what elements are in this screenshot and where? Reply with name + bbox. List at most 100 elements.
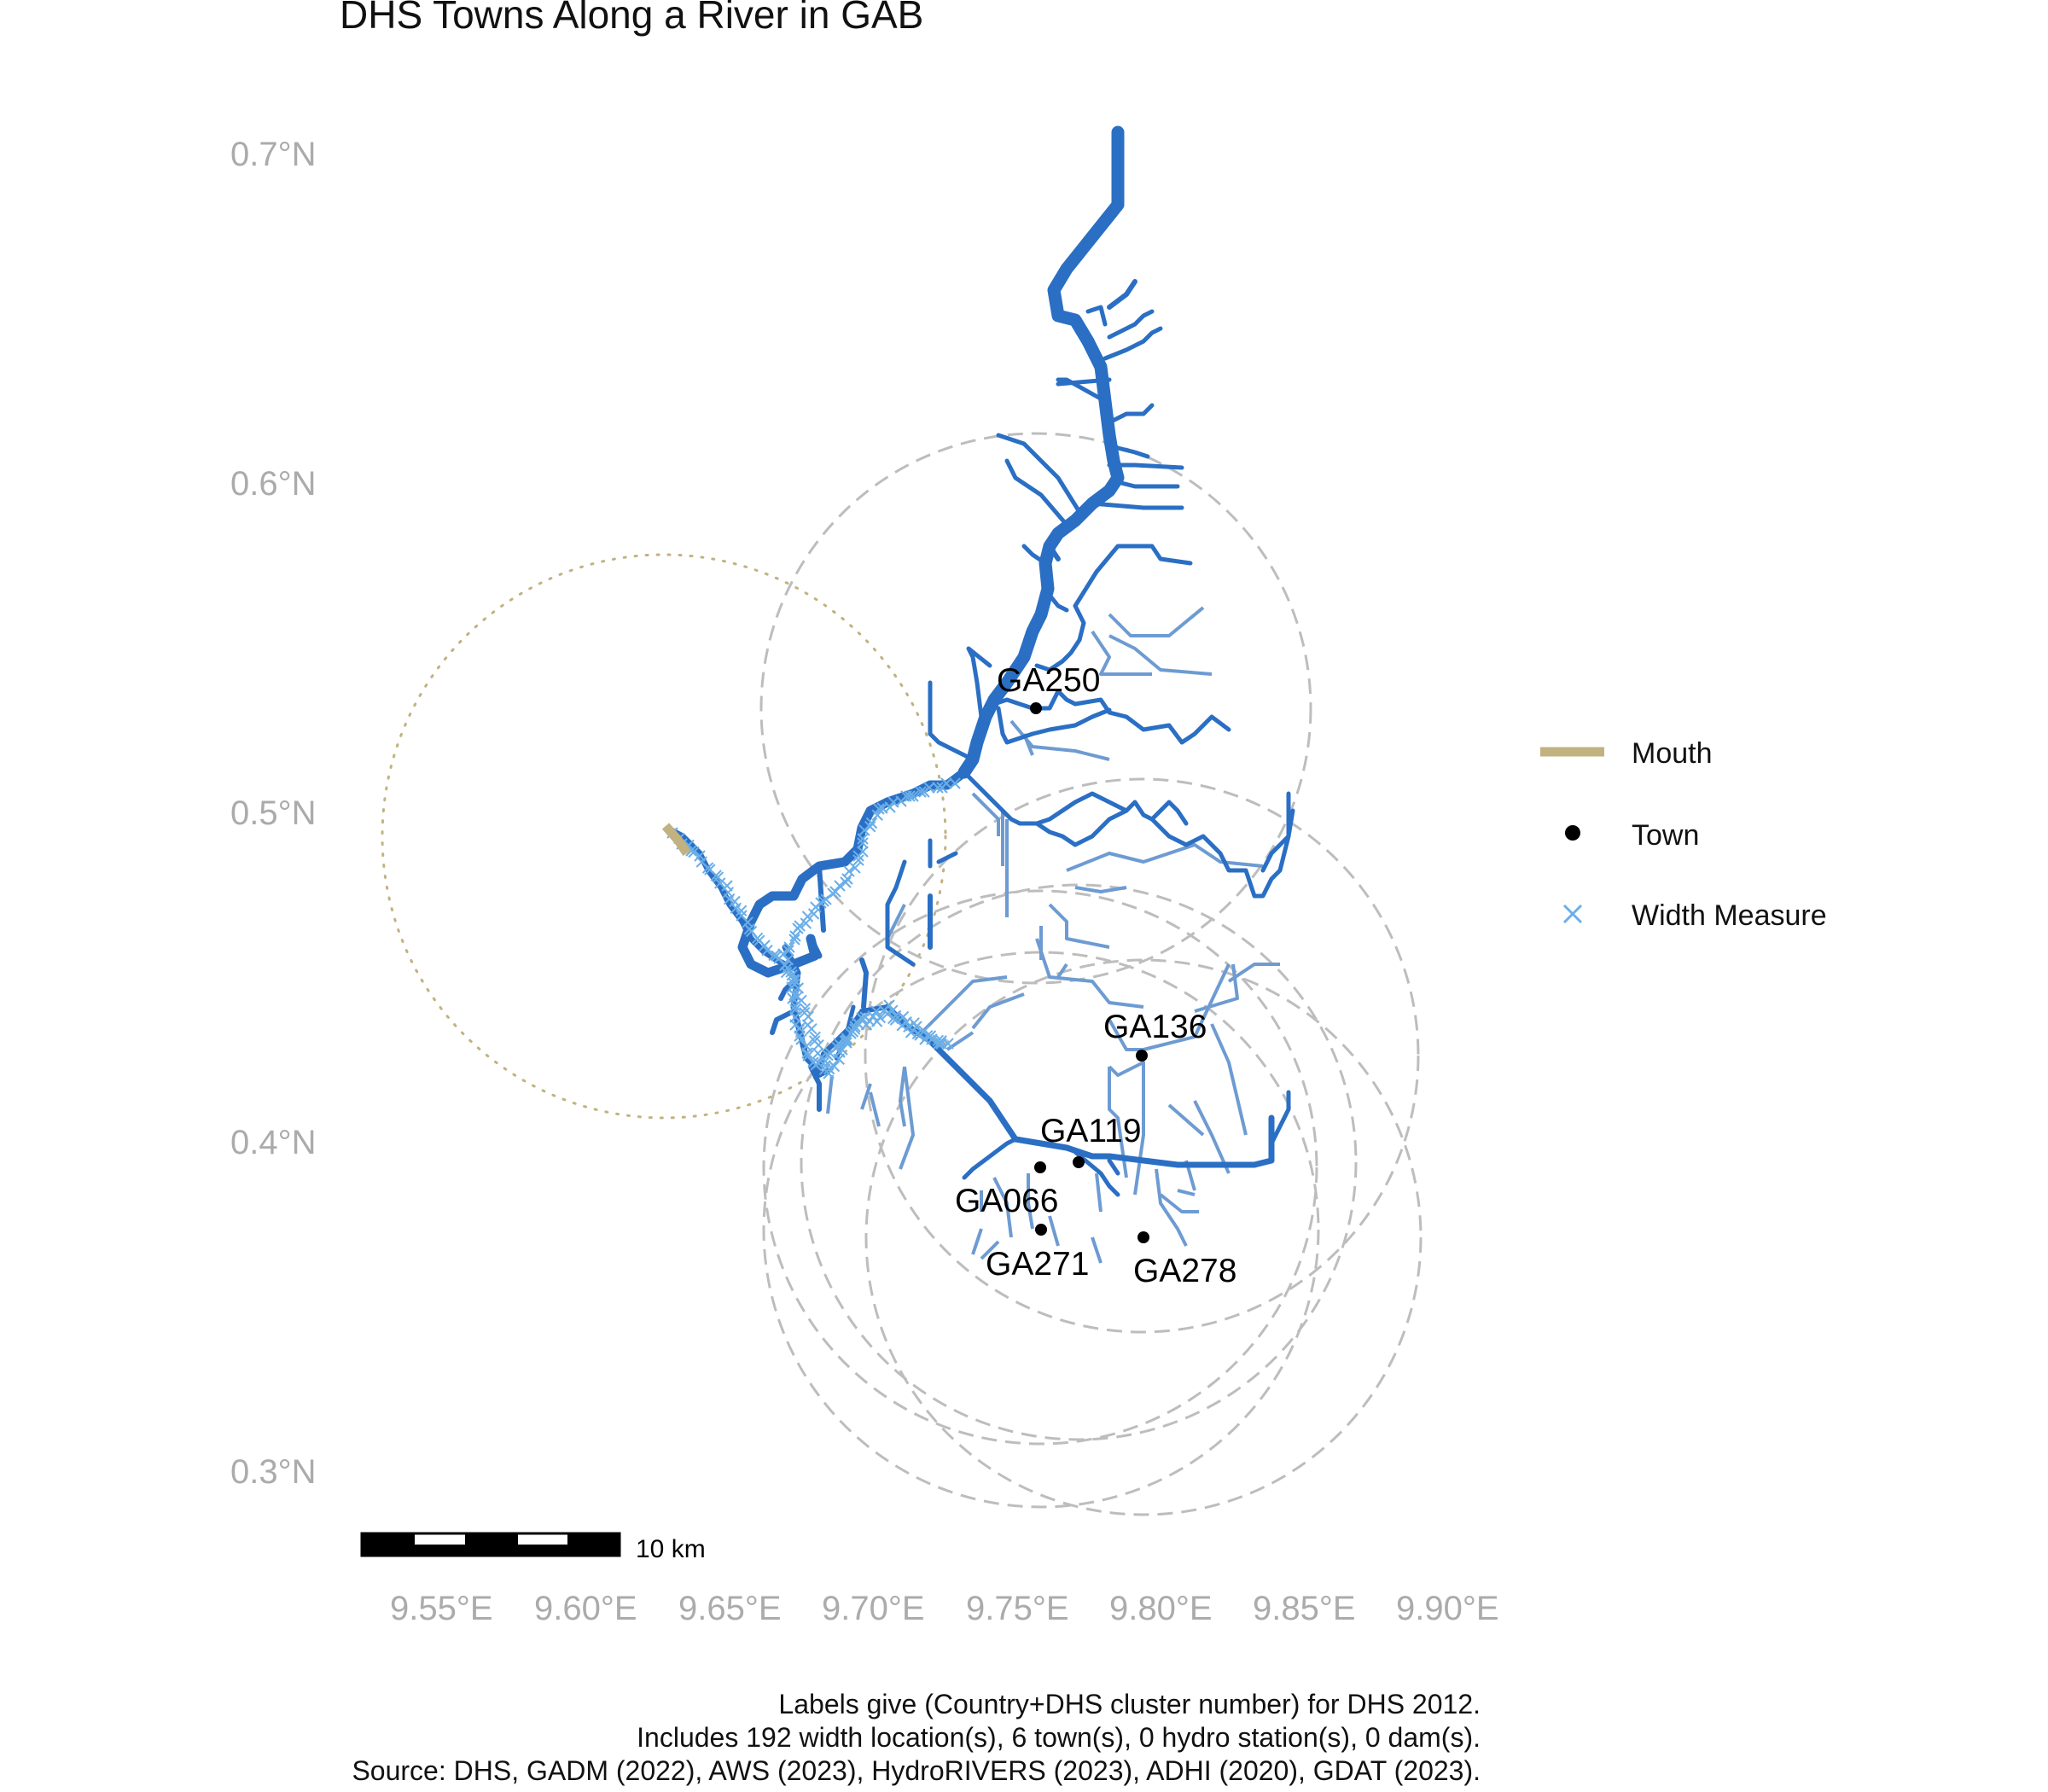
river-branch <box>859 957 869 1009</box>
river-branch <box>770 1009 796 1035</box>
width-measure-marker <box>833 1053 845 1065</box>
legend-width-label: Width Measure <box>1632 899 1827 932</box>
width-measure-marker <box>856 1012 868 1024</box>
river-branch <box>1090 501 1184 510</box>
x-tick-label: 9.90°E <box>1396 1590 1499 1627</box>
river-segment <box>1048 1215 1060 1247</box>
river-branch <box>1107 1158 1120 1176</box>
map-title: DHS Towns Along a River in GAB <box>340 0 924 37</box>
river-segment <box>1066 843 1264 872</box>
width-measure-marker <box>887 1012 899 1025</box>
river-branch <box>992 689 1078 711</box>
width-measure-marker <box>729 895 741 908</box>
width-measure-marker <box>685 845 697 857</box>
width-measure-marker <box>714 877 726 889</box>
width-measure-marker <box>786 969 798 981</box>
river-segment <box>1155 1168 1188 1247</box>
width-measure-marker <box>802 1050 814 1062</box>
width-measure-marker <box>745 925 758 938</box>
town-buffer-circle <box>864 777 1420 1334</box>
town-point[interactable] <box>1035 1224 1047 1236</box>
scale-bar-label: 10 km <box>636 1535 706 1563</box>
width-measure-marker <box>911 1027 923 1040</box>
river-branch <box>1056 377 1112 387</box>
width-measure-marker <box>887 796 899 808</box>
river-segment <box>971 792 1000 836</box>
river-branch <box>1073 544 1193 608</box>
width-measure-marker <box>723 893 736 905</box>
river-segment <box>1091 630 1152 676</box>
width-measure-marker <box>694 850 706 862</box>
x-tick-label: 9.60°E <box>534 1590 637 1627</box>
river-mouth-segment <box>661 823 691 857</box>
river-minor-tributaries <box>826 606 1280 1264</box>
river-segment <box>1193 1100 1231 1174</box>
river-branch <box>936 851 958 864</box>
width-measure-marker <box>730 902 742 915</box>
width-measure-marker <box>789 930 801 942</box>
width-measure-marker <box>800 917 812 929</box>
y-tick-label: 0.3°N <box>230 1453 317 1491</box>
y-tick-label: 0.5°N <box>230 794 317 832</box>
river-branch <box>962 1137 1018 1180</box>
river-branch <box>962 770 1291 899</box>
width-measure-marker <box>807 908 820 920</box>
width-measure-marker <box>736 910 748 922</box>
river-segment <box>1027 1173 1034 1230</box>
town-label: GA278 <box>1133 1253 1236 1289</box>
town-point[interactable] <box>1136 1050 1148 1062</box>
river-segment <box>1167 1103 1205 1137</box>
town-point[interactable] <box>1034 1161 1046 1173</box>
width-measure-marker <box>809 1031 822 1044</box>
river-branch <box>1107 309 1155 340</box>
width-measure-marker <box>873 803 885 815</box>
width-measure-marker <box>780 966 793 979</box>
width-measure-marker <box>949 777 961 789</box>
river-branch <box>1269 1090 1291 1146</box>
river-branch <box>1107 441 1150 459</box>
width-measure-marker <box>791 990 804 1003</box>
width-measure-marker <box>904 790 916 802</box>
width-measure-marker <box>799 1006 811 1019</box>
river-segment <box>1009 719 1110 761</box>
x-tick-label: 9.75°E <box>966 1590 1069 1627</box>
town-buffer-circle <box>800 883 1358 1441</box>
y-tick-label: 0.7°N <box>230 136 317 173</box>
town-point[interactable] <box>1137 1231 1149 1243</box>
river-branch <box>1073 697 1231 745</box>
width-measure-marker <box>818 1063 831 1076</box>
town-buffers <box>759 432 1423 1516</box>
river-branch <box>1149 800 1189 826</box>
river-segment <box>1048 903 1110 949</box>
river-segment <box>1108 606 1205 637</box>
river-segment <box>1091 1236 1103 1264</box>
towns <box>1030 702 1149 1243</box>
river-segment <box>869 1091 881 1127</box>
town-buffer-circle <box>762 951 1320 1509</box>
width-measure-marker <box>907 790 919 802</box>
width-measure-marker <box>704 864 716 876</box>
river-segment <box>1108 1067 1128 1178</box>
width-measure-marker <box>782 962 794 975</box>
width-measure-marker <box>759 940 771 951</box>
width-measure-marker <box>735 905 748 916</box>
river-branch <box>1103 326 1163 361</box>
river-branch <box>1107 279 1137 310</box>
width-measure-marker <box>794 920 806 932</box>
legend-town-label: Town <box>1632 819 1699 852</box>
width-measure-marker <box>801 1047 813 1059</box>
river-segment <box>920 975 1008 1034</box>
river-segment <box>1210 1023 1248 1136</box>
width-measure-marker <box>788 978 800 991</box>
width-measure-marker <box>841 1034 852 1046</box>
width-measure-marker <box>857 837 869 849</box>
width-measure-marker <box>897 1010 910 1023</box>
width-measure-marker <box>840 876 852 888</box>
width-measure-marker <box>876 802 888 814</box>
width-measure-marker <box>722 887 735 899</box>
river-segment <box>971 992 1025 1030</box>
river-segment <box>860 1083 872 1110</box>
town-point[interactable] <box>1030 702 1042 714</box>
river-branch <box>885 859 907 924</box>
town-point[interactable] <box>1073 1156 1085 1168</box>
